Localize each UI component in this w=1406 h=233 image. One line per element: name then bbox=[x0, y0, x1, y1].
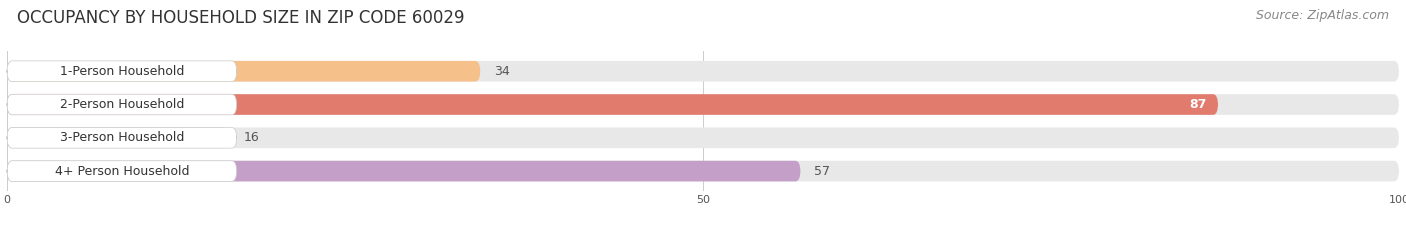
Text: 87: 87 bbox=[1189, 98, 1206, 111]
Text: Source: ZipAtlas.com: Source: ZipAtlas.com bbox=[1256, 9, 1389, 22]
FancyBboxPatch shape bbox=[7, 61, 236, 82]
FancyBboxPatch shape bbox=[7, 94, 1399, 115]
Text: 1-Person Household: 1-Person Household bbox=[59, 65, 184, 78]
FancyBboxPatch shape bbox=[7, 61, 1399, 82]
Text: 4+ Person Household: 4+ Person Household bbox=[55, 164, 190, 178]
Text: 16: 16 bbox=[243, 131, 260, 144]
FancyBboxPatch shape bbox=[7, 94, 1218, 115]
FancyBboxPatch shape bbox=[7, 127, 229, 148]
FancyBboxPatch shape bbox=[7, 161, 1399, 182]
Text: 34: 34 bbox=[495, 65, 510, 78]
FancyBboxPatch shape bbox=[7, 161, 800, 182]
Text: 2-Person Household: 2-Person Household bbox=[59, 98, 184, 111]
FancyBboxPatch shape bbox=[7, 127, 236, 148]
Text: OCCUPANCY BY HOUSEHOLD SIZE IN ZIP CODE 60029: OCCUPANCY BY HOUSEHOLD SIZE IN ZIP CODE … bbox=[17, 9, 464, 27]
FancyBboxPatch shape bbox=[7, 61, 481, 82]
FancyBboxPatch shape bbox=[7, 127, 1399, 148]
Text: 3-Person Household: 3-Person Household bbox=[59, 131, 184, 144]
FancyBboxPatch shape bbox=[7, 161, 236, 182]
FancyBboxPatch shape bbox=[7, 94, 236, 115]
Text: 57: 57 bbox=[814, 164, 831, 178]
